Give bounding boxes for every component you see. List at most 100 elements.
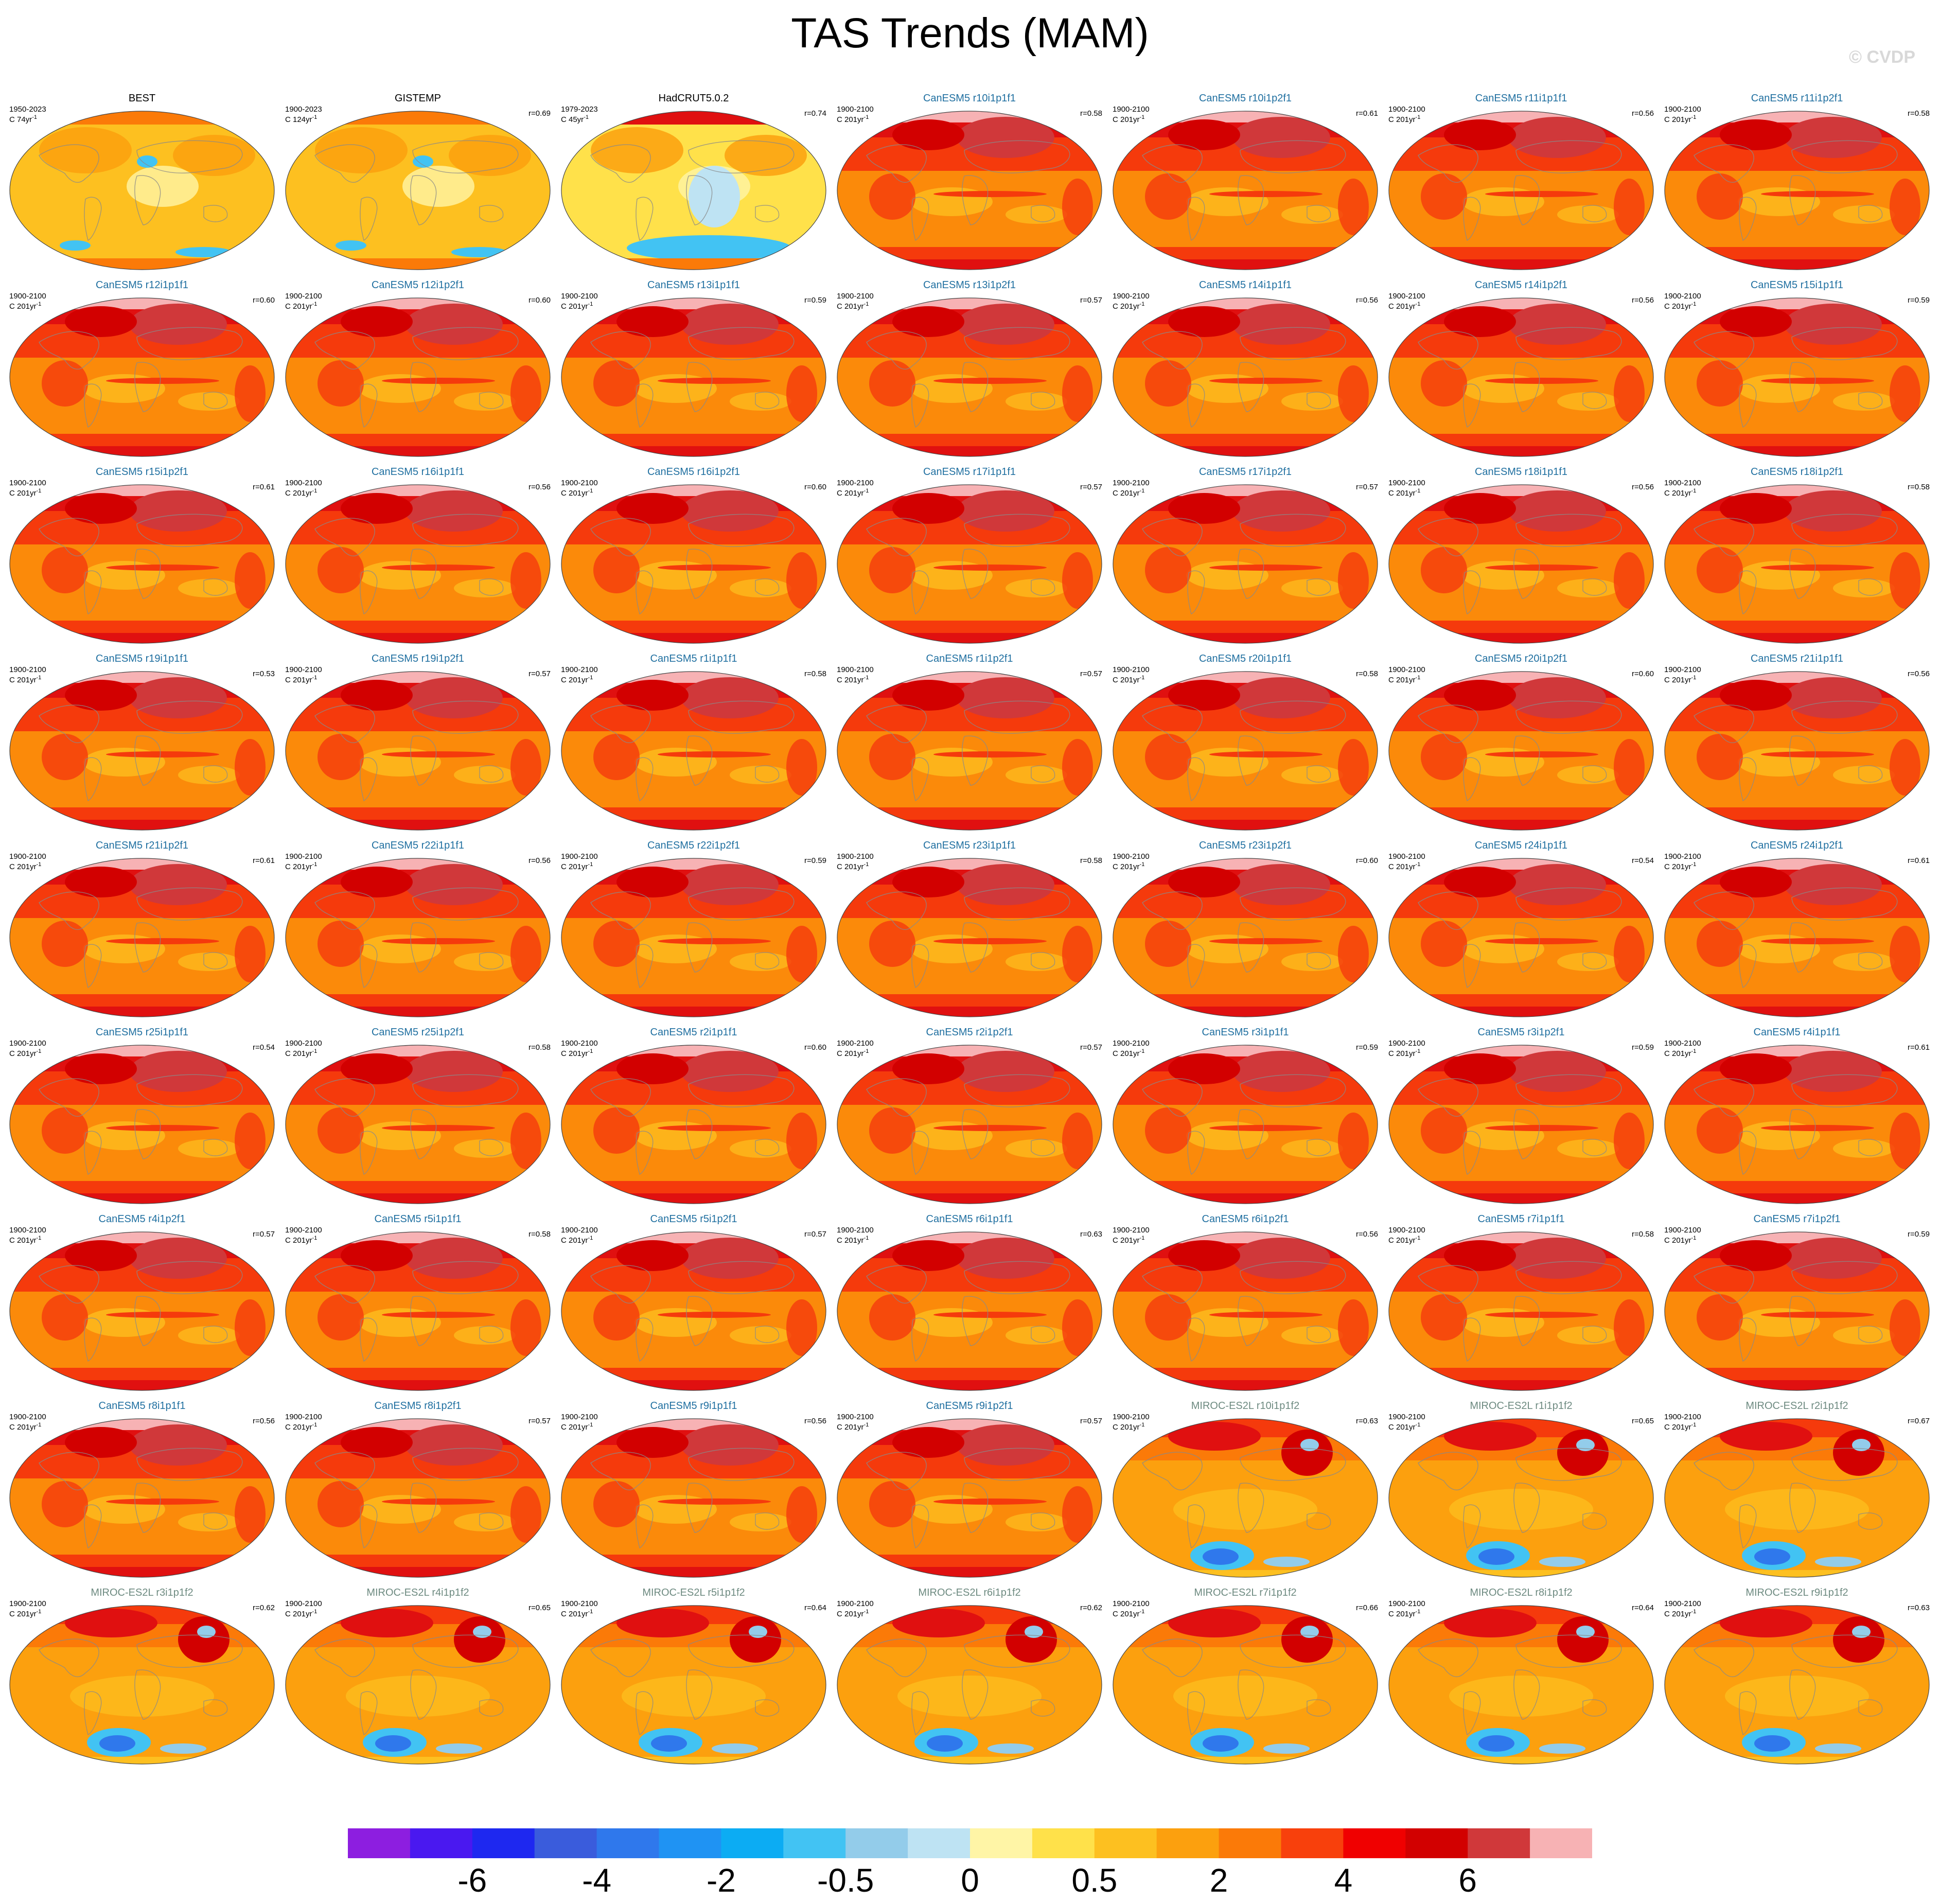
panel-units: C 201yr-1 [561, 487, 593, 498]
trend-map [285, 297, 551, 457]
trend-map [285, 484, 551, 644]
panel-title: BEST [128, 93, 156, 104]
panel-pattern-correlation: r=0.56 [1908, 669, 1930, 678]
panel-pattern-correlation: r=0.56 [528, 483, 551, 491]
trend-map [1664, 1418, 1930, 1578]
map-panel: CanESM5 r7i1p1f1 1900-2100 C 201yr-1 r=0.58 [1387, 1213, 1655, 1394]
panel-units-text: C 201yr [9, 302, 37, 311]
panel-units-exponent: -1 [588, 1235, 593, 1241]
panel-units-exponent: -1 [863, 675, 869, 681]
panel-period: 1900-2100 [285, 1039, 322, 1048]
panel-units: C 201yr-1 [561, 674, 593, 684]
panel-title: CanESM5 r6i1p2f1 [1202, 1213, 1289, 1225]
panel-units-text: C 201yr [1664, 1049, 1691, 1058]
trend-map [561, 111, 826, 270]
trend-map [1113, 1605, 1378, 1765]
panel-pattern-correlation: r=0.59 [804, 296, 826, 305]
panel-title: CanESM5 r25i1p1f1 [95, 1027, 189, 1038]
panel-pattern-correlation: r=0.53 [253, 669, 275, 678]
panel-units-text: C 201yr [1664, 1610, 1691, 1618]
panel-units-exponent: -1 [36, 861, 42, 868]
map-panel: CanESM5 r19i1p1f1 1900-2100 C 201yr-1 r=0.5… [8, 653, 276, 833]
panel-title: MIROC-ES2L r1i1p1f2 [1470, 1400, 1573, 1412]
panel-title: CanESM5 r15i1p1f1 [1750, 279, 1844, 291]
map-panel: GISTEMP 1900-2023 C 124yr-1 r=0.69 [284, 93, 552, 273]
panel-period: 1900-2100 [837, 852, 874, 861]
panel-pattern-correlation: r=0.67 [1908, 1417, 1930, 1425]
map-panel: MIROC-ES2L r9i1p1f2 1900-2100 C 201yr-1 r=0… [1663, 1587, 1931, 1767]
panel-units-exponent: -1 [32, 114, 37, 120]
panel-units-text: C 201yr [285, 676, 312, 684]
panel-units: C 201yr-1 [9, 1047, 41, 1058]
trend-map [837, 671, 1102, 831]
colorbar-tick-label: 2 [1209, 1862, 1228, 1899]
panel-units: C 201yr-1 [9, 1421, 41, 1432]
panel-period: 1900-2100 [837, 292, 874, 301]
panel-units-exponent: -1 [588, 861, 593, 868]
panel-pattern-correlation: r=0.56 [1356, 1230, 1378, 1239]
panel-period: 1900-2100 [9, 292, 46, 301]
trend-map [837, 858, 1102, 1017]
panel-pattern-correlation: r=0.59 [804, 856, 826, 865]
trend-map [1113, 297, 1378, 457]
colorbar-swatch [783, 1828, 846, 1858]
panel-title: CanESM5 r14i1p2f1 [1474, 279, 1568, 291]
panel-pattern-correlation: r=0.56 [1632, 296, 1654, 305]
map-panel: CanESM5 r14i1p1f1 1900-2100 C 201yr-1 r=0.5… [1112, 279, 1379, 460]
panel-units-text: C 201yr [837, 489, 864, 498]
panel-pattern-correlation: r=0.60 [528, 296, 551, 305]
colorbar-swatch [845, 1828, 908, 1858]
panel-units-text: C 201yr [561, 676, 588, 684]
panel-pattern-correlation: r=0.59 [1908, 296, 1930, 305]
panel-period: 1900-2100 [9, 479, 46, 487]
panel-units-text: C 201yr [9, 1049, 37, 1058]
panel-units-exponent: -1 [312, 1422, 318, 1428]
panel-title: CanESM5 r3i1p2f1 [1477, 1027, 1565, 1038]
panel-title: CanESM5 r15i1p2f1 [95, 466, 189, 478]
panel-title: CanESM5 r10i1p1f1 [923, 93, 1016, 104]
colorbar-swatch [1530, 1828, 1592, 1858]
colorbar-tick-label: -2 [706, 1862, 736, 1899]
panel-period: 1900-2100 [285, 1599, 322, 1608]
panel-units-exponent: -1 [588, 675, 593, 681]
colorbar-swatch [410, 1828, 473, 1858]
panel-units-exponent: -1 [1139, 675, 1145, 681]
panel-units: C 201yr-1 [837, 1047, 869, 1058]
panel-pattern-correlation: r=0.64 [804, 1603, 826, 1612]
panel-pattern-correlation: r=0.74 [804, 109, 826, 118]
panel-units-text: C 201yr [837, 1610, 864, 1618]
panel-units-exponent: -1 [1415, 488, 1421, 494]
panel-units-exponent: -1 [1691, 1048, 1697, 1054]
panel-units-exponent: -1 [36, 301, 42, 307]
panel-pattern-correlation: r=0.54 [1632, 856, 1654, 865]
panel-units: C 201yr-1 [1113, 487, 1144, 498]
panel-units: C 201yr-1 [285, 487, 317, 498]
panel-units: C 201yr-1 [1664, 860, 1696, 871]
panel-units-text: C 201yr [561, 1610, 588, 1618]
map-panel: MIROC-ES2L r10i1p1f2 1900-2100 C 201yr-1 r=… [1112, 1400, 1379, 1580]
panel-period: 1900-2100 [561, 852, 598, 861]
panel-units: C 201yr-1 [1664, 300, 1696, 311]
panel-units-exponent: -1 [1415, 1609, 1421, 1615]
panel-units-exponent: -1 [1139, 861, 1145, 868]
map-panel: CanESM5 r12i1p1f1 1900-2100 C 201yr-1 r=0.6… [8, 279, 276, 460]
panel-title: CanESM5 r23i1p2f1 [1198, 840, 1292, 851]
panel-units-exponent: -1 [36, 1048, 42, 1054]
panel-title: MIROC-ES2L r8i1p1f2 [1470, 1587, 1573, 1598]
panel-units: C 201yr-1 [9, 300, 41, 311]
map-panel: CanESM5 r13i1p2f1 1900-2100 C 201yr-1 r=0.5… [836, 279, 1103, 460]
panel-units-exponent: -1 [1691, 1609, 1697, 1615]
trend-map [1664, 858, 1930, 1017]
panel-title: MIROC-ES2L r5i1p1f2 [642, 1587, 745, 1598]
colorbar-tick-label: 4 [1334, 1862, 1353, 1899]
panel-pattern-correlation: r=0.61 [1908, 856, 1930, 865]
panel-title: MIROC-ES2L r6i1p1f2 [918, 1587, 1021, 1598]
trend-map [9, 484, 275, 644]
panel-pattern-correlation: r=0.57 [1080, 1417, 1102, 1425]
map-panel: CanESM5 r24i1p1f1 1900-2100 C 201yr-1 r=0.5… [1387, 840, 1655, 1020]
panel-units-text: C 201yr [837, 1049, 864, 1058]
trend-map [1113, 671, 1378, 831]
panel-title: CanESM5 r9i1p2f1 [926, 1400, 1013, 1412]
trend-map [561, 858, 826, 1017]
panel-units-exponent: -1 [588, 1048, 593, 1054]
